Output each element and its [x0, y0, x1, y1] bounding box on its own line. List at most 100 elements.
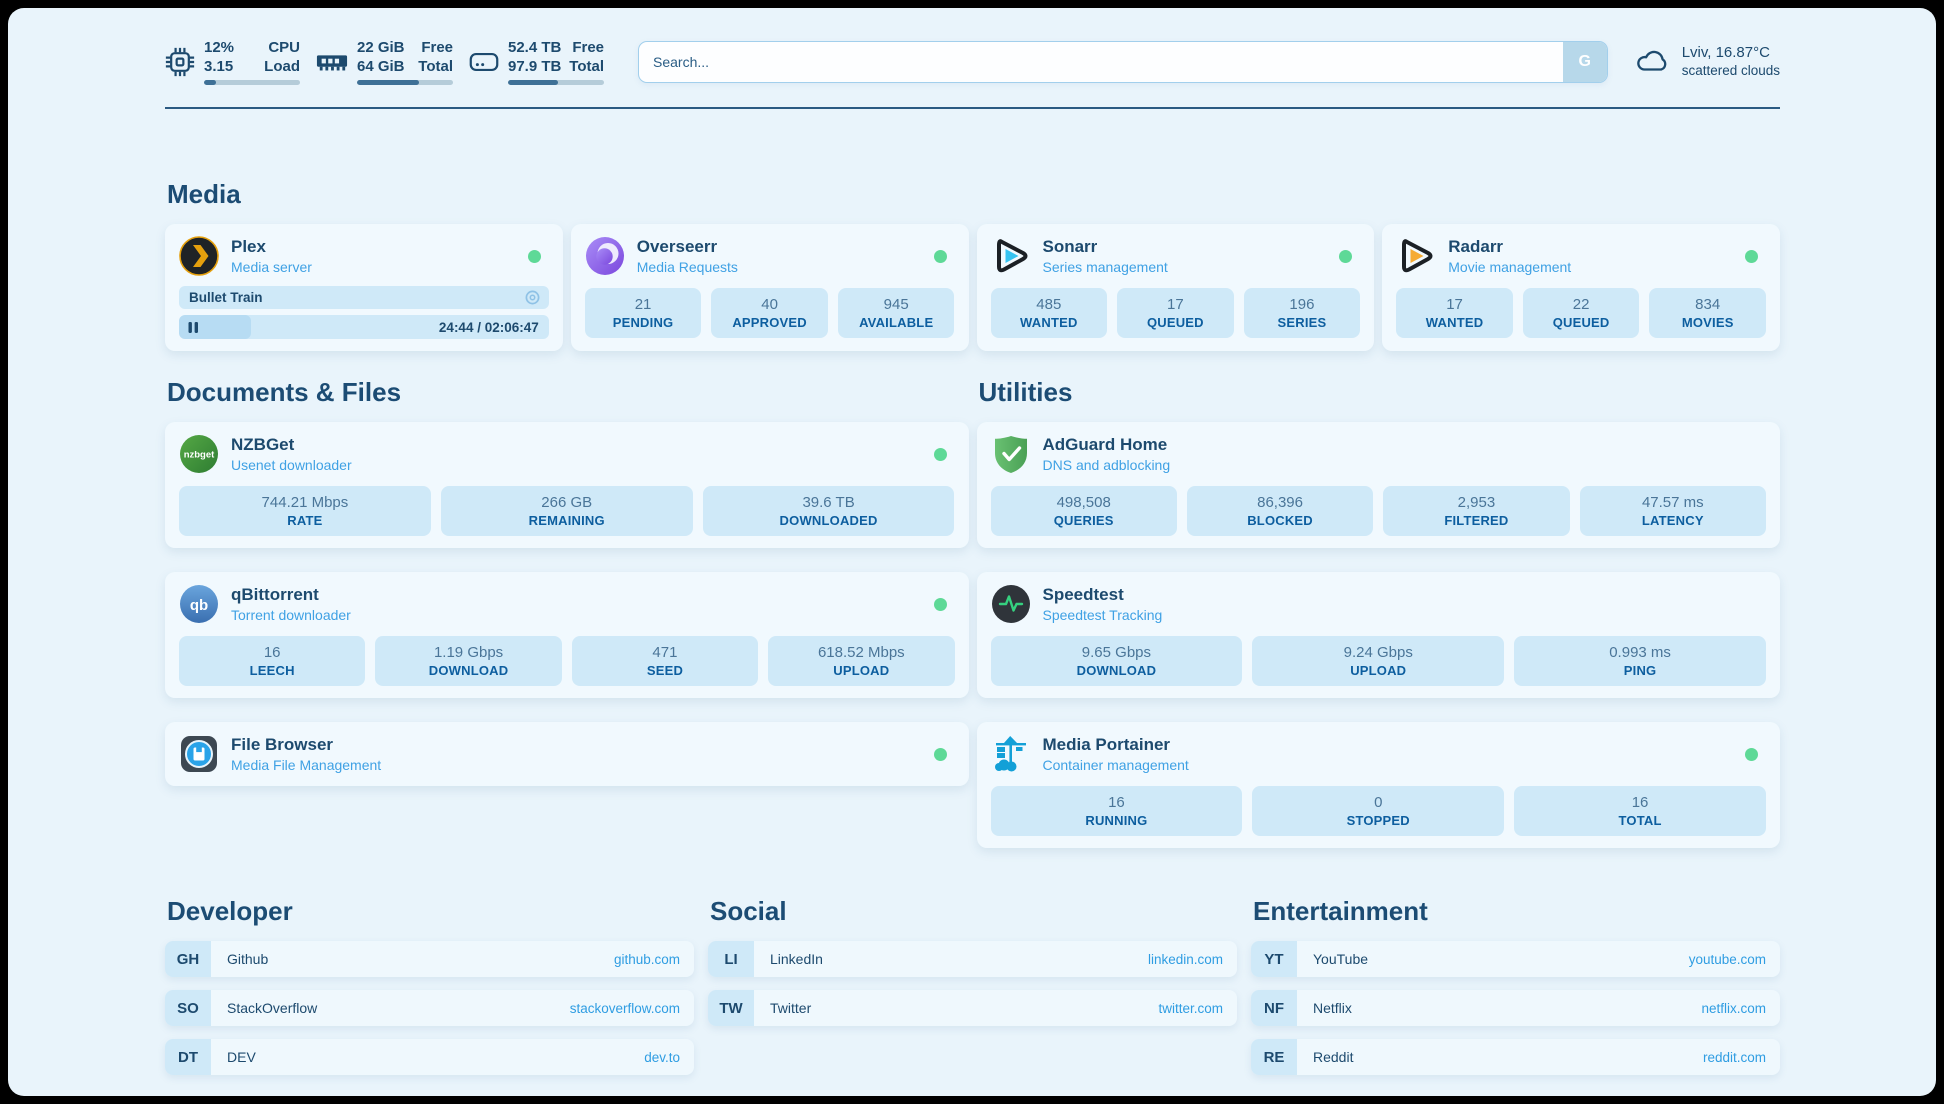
system-stats: 12% CPU 3.15 Load [165, 38, 604, 85]
link-netflix[interactable]: NF Netflix netflix.com [1251, 990, 1780, 1026]
ram-widget: 22 GiB Free 64 GiB Total [316, 38, 453, 85]
link-linkedin[interactable]: LI LinkedIn linkedin.com [708, 941, 1237, 977]
link-abbr: GH [165, 941, 211, 977]
section-media: Media Plex Media server [165, 179, 1780, 351]
stat-label: UPLOAD [1350, 663, 1407, 678]
stat-value: 21 [634, 296, 652, 313]
stat-value: 266 GB [541, 494, 593, 511]
stat-value: 47.57 ms [1641, 494, 1704, 511]
stat-value: 39.6 TB [802, 494, 855, 511]
link-abbr: RE [1251, 1039, 1297, 1075]
section-developer: Developer GH Github github.com SO StackO… [165, 896, 694, 1075]
link-abbr: DT [165, 1039, 211, 1075]
stat-box: 9.24 Gbps UPLOAD [1252, 636, 1505, 686]
stat-label: LEECH [249, 663, 295, 678]
app-card-adguard[interactable]: AdGuard Home DNS and adblocking 498,508 … [976, 422, 1780, 548]
status-dot [933, 597, 947, 611]
search-engine-button[interactable]: G [1562, 41, 1607, 82]
link-url: github.com [613, 951, 680, 967]
playback-progress-bar[interactable]: 24:44 / 02:06:47 [179, 315, 549, 339]
link-url: linkedin.com [1147, 951, 1223, 967]
stat-box: 40 APPROVED [711, 288, 828, 338]
stat-value: 9.65 Gbps [1081, 644, 1152, 661]
cpu-load-value: 3.15 [204, 58, 234, 75]
app-name: qBittorrent [231, 585, 319, 604]
search-input[interactable] [638, 40, 1608, 83]
stat-box: 834 MOVIES [1649, 288, 1766, 338]
app-card-overseerr[interactable]: Overseerr Media Requests 21 PENDING 40 A… [570, 224, 969, 351]
stat-value: 0 [1374, 794, 1383, 811]
stat-box: 471 SEED [571, 636, 759, 686]
link-abbr: TW [708, 990, 754, 1026]
pause-icon[interactable] [188, 321, 199, 334]
app-description: DNS and adblocking [1042, 457, 1171, 473]
link-reddit[interactable]: RE Reddit reddit.com [1251, 1039, 1780, 1075]
link-name: Reddit [1313, 1049, 1354, 1065]
stat-value: 17 [1446, 296, 1463, 313]
app-card-qbittorrent[interactable]: qb qBittorrent Torrent downloader 16 LEE… [165, 572, 969, 698]
stat-value: 17 [1167, 296, 1184, 313]
link-stackoverflow[interactable]: SO StackOverflow stackoverflow.com [165, 990, 694, 1026]
app-card-portainer[interactable]: Media Portainer Container management 16 … [976, 722, 1780, 848]
stat-box: 0 STOPPED [1252, 786, 1505, 836]
link-name: Netflix [1313, 1000, 1352, 1016]
header-divider [165, 107, 1780, 109]
link-name: DEV [227, 1049, 256, 1065]
app-card-filebrowser[interactable]: File Browser Media File Management [165, 722, 969, 786]
app-description: Media server [231, 259, 312, 275]
app-description: Movie management [1448, 259, 1572, 275]
stat-label: SERIES [1277, 315, 1327, 330]
sonarr-icon [991, 236, 1031, 276]
stat-value: 16 [1108, 794, 1125, 811]
status-dot [933, 249, 947, 263]
disk-icon [469, 49, 499, 75]
app-card-speedtest[interactable]: Speedtest Speedtest Tracking 9.65 Gbps D… [976, 572, 1780, 698]
stat-value: 196 [1289, 296, 1315, 313]
app-description: Container management [1042, 757, 1189, 773]
link-abbr: SO [165, 990, 211, 1026]
filebrowser-icon [179, 734, 219, 774]
stat-label: BLOCKED [1247, 513, 1313, 528]
link-twitter[interactable]: TW Twitter twitter.com [708, 990, 1237, 1026]
entertainment-section-title: Entertainment [1253, 896, 1428, 926]
ram-label-1: Free [421, 39, 453, 56]
search-bar: G [638, 40, 1608, 83]
video-icon[interactable] [524, 289, 541, 306]
link-github[interactable]: GH Github github.com [165, 941, 694, 977]
stat-value: 834 [1695, 296, 1721, 313]
stat-box: 2,953 FILTERED [1383, 486, 1570, 536]
disk-progress-bar [508, 80, 604, 85]
disk-total-value: 97.9 TB [508, 58, 562, 75]
cloud-icon [1634, 44, 1672, 79]
link-dev[interactable]: DT DEV dev.to [165, 1039, 694, 1075]
radarr-icon [1396, 236, 1436, 276]
stat-label: FILTERED [1444, 513, 1509, 528]
stat-box: 86,396 BLOCKED [1186, 486, 1374, 536]
app-name: NZBGet [231, 435, 295, 454]
stat-box: 17 QUEUED [1117, 288, 1234, 338]
utilities-section-title: Utilities [978, 377, 1073, 407]
documents-section-title: Documents & Files [167, 377, 402, 407]
now-playing-row[interactable]: Bullet Train [179, 286, 549, 309]
app-name: Overseerr [636, 237, 718, 256]
stat-label: DOWNLOAD [1076, 663, 1157, 678]
link-url: twitter.com [1158, 1000, 1223, 1016]
app-card-nzbget[interactable]: nzbget NZBGet Usenet downloader 744.21 M… [165, 422, 969, 548]
link-name: LinkedIn [770, 951, 823, 967]
app-card-sonarr[interactable]: Sonarr Series management 485 WANTED 17 Q… [976, 224, 1375, 351]
stat-value: 22 [1572, 296, 1590, 313]
stat-box: 618.52 Mbps UPLOAD [768, 636, 955, 686]
app-card-radarr[interactable]: Radarr Movie management 17 WANTED 22 QUE… [1382, 224, 1780, 351]
stat-value: 485 [1036, 296, 1062, 313]
status-dot [1745, 249, 1758, 263]
link-youtube[interactable]: YT YouTube youtube.com [1251, 941, 1780, 977]
stat-label: REMAINING [528, 513, 605, 528]
stat-label: AVAILABLE [859, 315, 934, 330]
stat-value: 1.19 Gbps [433, 644, 504, 661]
now-playing-title: Bullet Train [189, 290, 263, 305]
link-abbr: YT [1251, 941, 1297, 977]
weather-widget[interactable]: Lviv, 16.87°C scattered clouds [1634, 43, 1780, 80]
status-dot [933, 447, 947, 461]
app-name: File Browser [231, 735, 334, 754]
app-card-plex[interactable]: Plex Media server Bullet Train [165, 224, 563, 351]
